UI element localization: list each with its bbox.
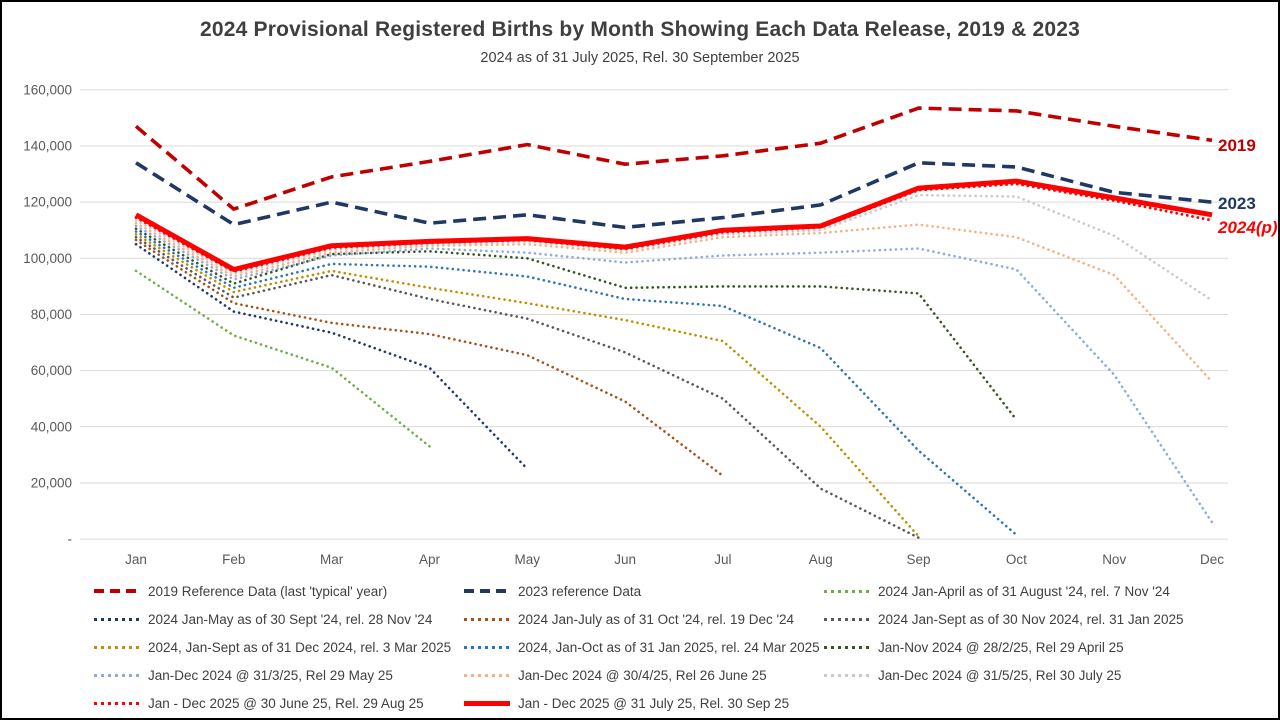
y-axis-tick-label: 40,000 <box>31 419 72 434</box>
x-axis-month-label: Feb <box>222 552 245 567</box>
legend-swatch-dotted <box>824 589 870 593</box>
legend-swatch-dotted <box>824 617 870 621</box>
legend-swatch-dotted <box>94 645 140 649</box>
legend-label: Jan-Dec 2024 @ 30/4/25, Rel 26 June 25 <box>518 667 767 683</box>
x-axis-month-label: Jul <box>714 552 731 567</box>
legend-swatch-dotted <box>94 617 140 621</box>
series-line-rel-2024-dec-may <box>134 193 1214 302</box>
legend-label: 2024 Jan-Sept as of 30 Nov 2024, rel. 31… <box>878 611 1184 627</box>
x-axis-month-label: Aug <box>809 552 833 567</box>
legend-item-ref-2023: 2023 reference Data <box>464 582 641 600</box>
legend-label: 2024 Jan-July as of 31 Oct '24, rel. 19 … <box>518 611 795 627</box>
chart-title: 2024 Provisional Registered Births by Mo… <box>199 18 1081 41</box>
y-axis-tick-label: - <box>68 532 73 547</box>
legend-label: Jan - Dec 2025 @ 30 June 25, Rel. 29 Aug… <box>148 695 424 711</box>
series-line-rel-2025-jul-final <box>134 178 1213 272</box>
legend-label: Jan-Dec 2024 @ 31/5/25, Rel 30 July 25 <box>878 667 1122 683</box>
legend-swatch-dotted <box>94 701 140 705</box>
legend-item-rel-2024-dec-mar: Jan-Dec 2024 @ 31/3/25, Rel 29 May 25 <box>94 666 393 684</box>
series-line-rel-2024-dec-apr <box>134 221 1214 384</box>
legend-item-rel-2024-apr: 2024 Jan-April as of 31 August '24, rel.… <box>824 582 1170 600</box>
legend-label: Jan - Dec 2025 @ 31 July 25, Rel. 30 Sep… <box>518 695 790 711</box>
legend-label: Jan-Nov 2024 @ 28/2/25, Rel 29 April 25 <box>878 639 1124 655</box>
y-axis-tick-label: 80,000 <box>31 307 72 322</box>
legend-swatch-dashed <box>94 589 140 593</box>
series-line-rel-2024-nov <box>134 227 1018 422</box>
x-axis-month-label: Oct <box>1006 552 1027 567</box>
legend-swatch-dotted <box>824 673 870 677</box>
legend-item-rel-2024-oct: 2024, Jan-Oct as of 31 Jan 2025, rel. 24… <box>464 638 820 656</box>
legend-label: 2019 Reference Data (last 'typical' year… <box>148 583 388 599</box>
series-end-label: 2023 <box>1218 194 1256 213</box>
x-axis-month-label: Dec <box>1200 552 1224 567</box>
series-line-rel-2024-oct <box>134 230 1018 537</box>
legend-swatch-dotted <box>464 617 510 621</box>
legend-item-rel-2025-jul-final: Jan - Dec 2025 @ 31 July 25, Rel. 30 Sep… <box>464 694 789 712</box>
legend-item-rel-2024-jul: 2024 Jan-July as of 31 Oct '24, rel. 19 … <box>464 610 794 628</box>
chart-subtitle: 2024 as of 31 July 2025, Rel. 30 Septemb… <box>480 50 800 66</box>
legend-item-rel-2025-jun: Jan - Dec 2025 @ 30 June 25, Rel. 29 Aug… <box>94 694 424 712</box>
x-axis-month-label: Sep <box>907 552 931 567</box>
x-axis-month-label: Jan <box>125 552 147 567</box>
legend-swatch-dotted <box>94 673 140 677</box>
series-line-rel-2024-sep-dec <box>134 233 920 538</box>
series-line-ref-2023 <box>135 161 1213 230</box>
series-end-label: 2024(p) <box>1217 218 1278 237</box>
legend-item-ref-2019: 2019 Reference Data (last 'typical' year… <box>94 582 387 600</box>
x-axis-month-label: Nov <box>1102 552 1126 567</box>
legend-label: 2024, Jan-Sept as of 31 Dec 2024, rel. 3… <box>148 639 452 655</box>
legend-swatch-dotted <box>464 673 510 677</box>
x-axis-month-label: Apr <box>419 552 441 567</box>
legend-label: 2024, Jan-Oct as of 31 Jan 2025, rel. 24… <box>518 639 820 655</box>
legend-swatch-dotted <box>464 645 510 649</box>
legend-swatch-dotted <box>824 645 870 649</box>
legend-item-rel-2024-nov: Jan-Nov 2024 @ 28/2/25, Rel 29 April 25 <box>824 638 1124 656</box>
legend-item-rel-2024-dec-may: Jan-Dec 2024 @ 31/5/25, Rel 30 July 25 <box>824 666 1121 684</box>
chart-plot-area: 160,000 140,000 120,000 100,000 80,000 60,000… <box>23 82 1278 567</box>
legend-label: 2024 Jan-May as of 30 Sept '24, rel. 28 … <box>148 611 433 627</box>
series-line-rel-2024-jul <box>134 238 725 478</box>
series-line-rel-2024-dec-mar <box>134 224 1214 524</box>
series-line-rel-2024-apr <box>134 269 431 448</box>
legend-item-rel-2024-dec-apr: Jan-Dec 2024 @ 30/4/25, Rel 26 June 25 <box>464 666 767 684</box>
series-end-label: 2019 <box>1218 136 1256 155</box>
y-axis-tick-label: 120,000 <box>23 195 72 210</box>
x-axis-month-label: Jun <box>614 552 636 567</box>
legend-label: 2024 Jan-April as of 31 August '24, rel.… <box>878 583 1170 599</box>
y-axis-tick-label: 160,000 <box>23 82 72 97</box>
legend-label: Jan-Dec 2024 @ 31/3/25, Rel 29 May 25 <box>148 667 393 683</box>
legend-swatch-dashed <box>464 589 510 593</box>
legend-label: 2023 reference Data <box>518 583 642 599</box>
legend-swatch-solid <box>464 700 510 706</box>
series-line-rel-2024-sep-nov <box>134 235 920 540</box>
y-axis-tick-label: 100,000 <box>23 251 72 266</box>
y-axis-tick-label: 60,000 <box>31 363 72 378</box>
legend-item-rel-2024-may: 2024 Jan-May as of 30 Sept '24, rel. 28 … <box>94 610 432 628</box>
legend-item-rel-2024-sep-nov: 2024 Jan-Sept as of 30 Nov 2024, rel. 31… <box>824 610 1183 628</box>
legend-item-rel-2024-sep-dec: 2024, Jan-Sept as of 31 Dec 2024, rel. 3… <box>94 638 451 656</box>
x-axis-month-label: May <box>515 552 541 567</box>
y-axis-tick-label: 20,000 <box>31 475 72 490</box>
series-line-ref-2019 <box>134 106 1213 211</box>
x-axis-month-label: Mar <box>320 552 344 567</box>
y-axis-tick-label: 140,000 <box>23 138 72 153</box>
